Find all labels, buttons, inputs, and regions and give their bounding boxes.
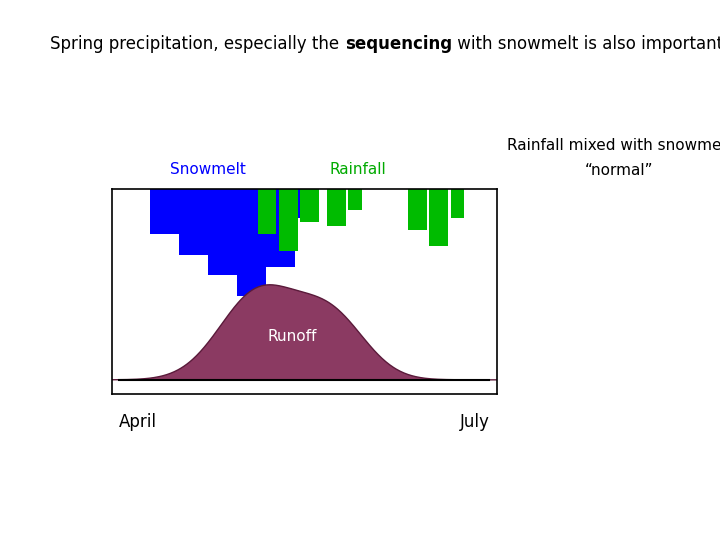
Text: with snowmelt is also important: with snowmelt is also important bbox=[452, 35, 720, 53]
Text: Snowmelt: Snowmelt bbox=[170, 162, 246, 177]
Bar bbox=[300, 189, 319, 222]
Text: sequencing: sequencing bbox=[345, 35, 452, 53]
Text: July: July bbox=[460, 413, 490, 431]
Text: Rainfall: Rainfall bbox=[330, 162, 387, 177]
Bar bbox=[348, 189, 362, 210]
Bar bbox=[237, 189, 266, 296]
Bar bbox=[258, 189, 276, 234]
Bar bbox=[150, 189, 179, 234]
Bar bbox=[294, 189, 310, 218]
Text: Rainfall mixed with snowmelt: Rainfall mixed with snowmelt bbox=[507, 138, 720, 153]
Text: Runoff: Runoff bbox=[268, 329, 318, 344]
Text: “normal”: “normal” bbox=[585, 163, 654, 178]
Text: Spring precipitation, especially the: Spring precipitation, especially the bbox=[50, 35, 345, 53]
Bar bbox=[451, 189, 464, 218]
Bar bbox=[208, 189, 237, 275]
Bar bbox=[328, 189, 346, 226]
Text: April: April bbox=[119, 413, 157, 431]
Bar bbox=[266, 189, 294, 267]
Bar bbox=[429, 189, 448, 246]
Bar bbox=[279, 189, 297, 251]
Bar bbox=[408, 189, 427, 230]
Bar bbox=[179, 189, 208, 255]
